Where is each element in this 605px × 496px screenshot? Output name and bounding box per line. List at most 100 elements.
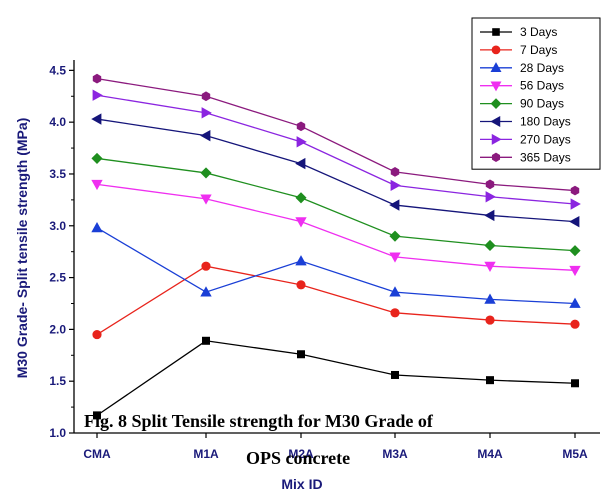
data-point bbox=[569, 265, 581, 277]
x-axis-title: Mix ID bbox=[281, 476, 322, 492]
legend-item: 28 Days bbox=[480, 61, 564, 75]
data-point bbox=[295, 255, 307, 266]
legend-label: 365 Days bbox=[520, 150, 571, 164]
data-point bbox=[201, 261, 211, 271]
legend-marker bbox=[491, 152, 501, 162]
y-axis-title: M30 Grade- Split tensile strength (MPa) bbox=[14, 118, 30, 379]
data-point bbox=[295, 157, 306, 170]
y-tick-label: 1.5 bbox=[49, 374, 66, 388]
legend-marker bbox=[492, 28, 500, 36]
series-7-days bbox=[92, 261, 580, 340]
y-tick-label: 2.0 bbox=[49, 322, 66, 336]
data-point bbox=[570, 198, 581, 210]
data-point bbox=[200, 194, 212, 205]
data-point bbox=[93, 411, 102, 420]
y-tick-label: 1.0 bbox=[49, 426, 66, 440]
data-point bbox=[295, 217, 307, 228]
data-point bbox=[91, 152, 103, 164]
data-point bbox=[570, 185, 580, 196]
series-layer bbox=[91, 73, 581, 420]
caption-line-2: OPS concrete bbox=[246, 448, 350, 468]
data-point bbox=[571, 379, 580, 388]
data-point bbox=[484, 293, 496, 304]
series-line bbox=[96, 265, 576, 336]
axes: 1.0 1.5 2.0 2.5 3.0 3.5 4.0 4.5 CMA M1A M2A M3A M4A M… bbox=[14, 60, 600, 492]
data-point bbox=[485, 179, 495, 190]
data-point bbox=[296, 280, 306, 290]
data-point bbox=[91, 222, 103, 233]
legend-item: 365 Days bbox=[480, 150, 571, 164]
data-point bbox=[92, 73, 102, 84]
x-tick-label: M3A bbox=[382, 447, 408, 461]
data-point bbox=[200, 286, 212, 297]
legend-label: 28 Days bbox=[520, 61, 564, 75]
data-point bbox=[389, 199, 400, 211]
series-line bbox=[96, 94, 576, 205]
data-point bbox=[569, 245, 581, 257]
data-point bbox=[296, 136, 307, 148]
x-tick-label: M5A bbox=[562, 447, 588, 461]
series-28-days bbox=[91, 222, 581, 308]
legend-marker bbox=[491, 45, 501, 55]
data-point bbox=[390, 167, 400, 177]
legend-item: 56 Days bbox=[480, 79, 564, 93]
data-point bbox=[296, 350, 305, 359]
data-point bbox=[484, 261, 496, 273]
series-90-days bbox=[91, 152, 581, 257]
data-point bbox=[200, 167, 212, 179]
series-line bbox=[96, 340, 576, 416]
data-point bbox=[295, 192, 307, 204]
series-270-days bbox=[92, 89, 581, 210]
series-56-days bbox=[91, 179, 581, 277]
data-point bbox=[484, 209, 495, 222]
series-line bbox=[96, 157, 576, 252]
x-tick-label: M2A bbox=[288, 447, 314, 461]
y-tick-label: 3.0 bbox=[49, 219, 66, 233]
data-point bbox=[569, 215, 580, 228]
data-point bbox=[92, 329, 102, 340]
legend-label: 3 Days bbox=[520, 25, 557, 39]
data-point bbox=[484, 239, 496, 252]
data-point bbox=[201, 107, 212, 119]
series-line bbox=[96, 227, 576, 305]
y-tick-label: 4.0 bbox=[49, 115, 66, 129]
series-3-days bbox=[93, 336, 580, 420]
y-tick-label: 2.5 bbox=[49, 271, 66, 285]
data-point bbox=[390, 308, 400, 318]
series-line bbox=[96, 78, 576, 192]
legend-item: 270 Days bbox=[480, 132, 571, 146]
data-point bbox=[92, 89, 103, 101]
data-point bbox=[390, 370, 399, 379]
legend-item: 7 Days bbox=[480, 43, 557, 57]
legend-marker bbox=[491, 133, 502, 145]
data-point bbox=[485, 191, 496, 203]
legend-marker bbox=[490, 62, 502, 73]
x-tick-label: CMA bbox=[83, 447, 111, 461]
data-point bbox=[485, 315, 495, 325]
data-point bbox=[201, 336, 210, 345]
data-point bbox=[200, 129, 211, 142]
y-tick-label: 4.5 bbox=[49, 63, 66, 77]
legend-box bbox=[471, 17, 601, 170]
data-point bbox=[389, 286, 401, 297]
legend-marker bbox=[490, 81, 502, 92]
data-point bbox=[201, 91, 211, 102]
legend-label: 56 Days bbox=[520, 79, 564, 93]
data-point bbox=[296, 121, 306, 132]
x-tick-label: M4A bbox=[477, 447, 503, 461]
series-line bbox=[96, 118, 576, 223]
legend-label: 270 Days bbox=[520, 132, 571, 146]
data-point bbox=[390, 179, 401, 192]
y-tick-label: 3.5 bbox=[49, 167, 66, 181]
legend-label: 180 Days bbox=[520, 115, 571, 129]
data-point bbox=[389, 230, 401, 242]
series-180-days bbox=[91, 113, 580, 228]
legend-marker bbox=[490, 116, 501, 127]
legend-label: 7 Days bbox=[520, 43, 557, 57]
legend-marker bbox=[490, 98, 502, 109]
series-365-days bbox=[92, 73, 580, 196]
legend: 3 Days 7 Days 28 Days 56 Days 90 Days 180 Day… bbox=[471, 17, 601, 170]
legend-item: 180 Days bbox=[480, 115, 571, 129]
